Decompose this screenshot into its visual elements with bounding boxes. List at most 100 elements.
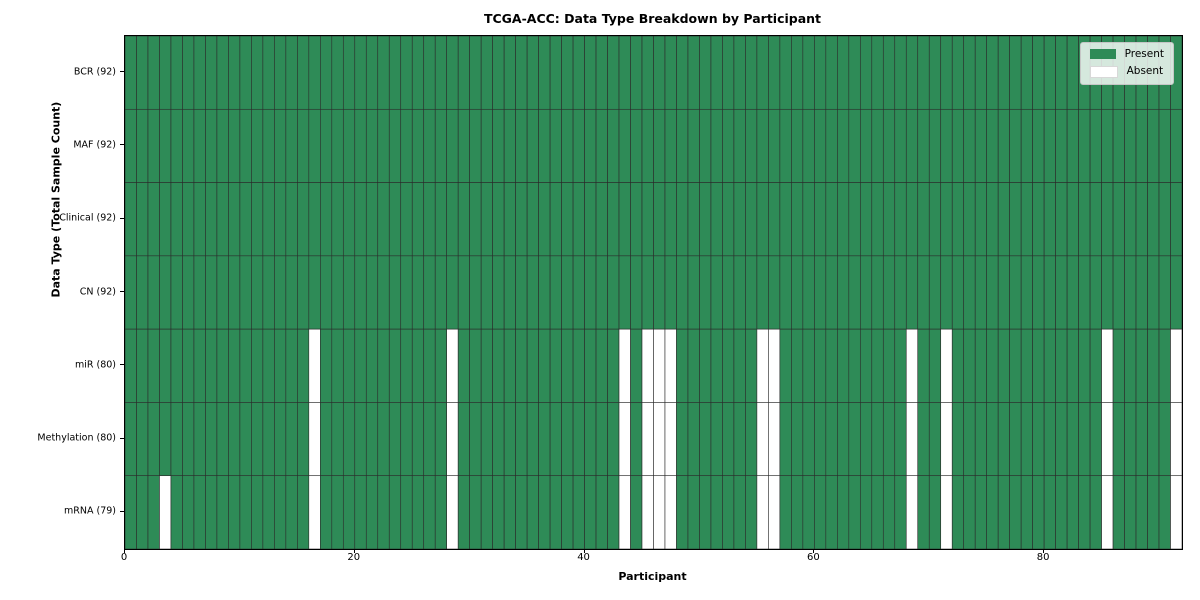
heatmap-cell-mRNA-76 <box>997 475 1010 549</box>
heatmap-cell-Methylation-69 <box>917 402 930 477</box>
heatmap-cell-CN-22 <box>377 255 390 330</box>
heatmap-cell-mRNA-50 <box>699 475 712 549</box>
heatmap-cell-CN-61 <box>825 255 838 330</box>
heatmap-cell-Clinical-49 <box>687 182 700 257</box>
heatmap-cell-CN-54 <box>745 255 758 330</box>
heatmap-cell-miR-34 <box>515 328 528 403</box>
heatmap-cell-miR-18 <box>331 328 344 403</box>
heatmap-cell-Methylation-29 <box>457 402 470 477</box>
heatmap-cell-Clinical-27 <box>434 182 447 257</box>
heatmap-cell-CN-21 <box>365 255 379 330</box>
heatmap-cell-Clinical-31 <box>480 182 493 257</box>
heatmap-cell-BCR-78 <box>1020 36 1033 110</box>
heatmap-cell-BCR-66 <box>882 36 896 110</box>
heatmap-cell-MAF-79 <box>1032 108 1045 183</box>
heatmap-cell-Methylation-28 <box>446 402 459 477</box>
heatmap-cell-Methylation-58 <box>791 402 804 477</box>
heatmap-cell-mRNA-91 <box>1170 475 1182 549</box>
heatmap-cell-mRNA-10 <box>239 475 252 549</box>
heatmap-cell-Clinical-1 <box>136 182 149 257</box>
heatmap-cell-miR-81 <box>1055 328 1068 403</box>
heatmap-cell-MAF-59 <box>802 108 815 183</box>
heatmap-cell-Methylation-31 <box>480 402 493 477</box>
heatmap-cell-Clinical-53 <box>733 182 746 257</box>
heatmap-cell-Clinical-38 <box>561 182 574 257</box>
heatmap-cell-Methylation-82 <box>1066 402 1079 477</box>
heatmap-cell-BCR-75 <box>986 36 999 110</box>
heatmap-cell-MAF-54 <box>745 108 758 183</box>
heatmap-cell-miR-62 <box>837 328 850 403</box>
heatmap-cell-BCR-30 <box>469 36 482 110</box>
heatmap-cell-Methylation-18 <box>331 402 344 477</box>
heatmap-cell-miR-65 <box>871 328 884 403</box>
xtick-mark-40 <box>583 549 585 553</box>
heatmap-cell-Clinical-33 <box>503 182 516 257</box>
heatmap-cell-Clinical-9 <box>228 182 241 257</box>
heatmap-cell-mRNA-44 <box>630 475 643 549</box>
heatmap-cell-BCR-44 <box>630 36 643 110</box>
heatmap-cell-MAF-11 <box>251 108 264 183</box>
heatmap-cell-CN-85 <box>1101 255 1114 330</box>
heatmap-cell-Clinical-40 <box>584 182 597 257</box>
heatmap-cell-miR-33 <box>503 328 516 403</box>
heatmap-cell-BCR-50 <box>699 36 712 110</box>
heatmap-cell-CN-84 <box>1089 255 1102 330</box>
heatmap-cell-Methylation-45 <box>641 402 654 477</box>
heatmap-cell-MAF-87 <box>1124 108 1137 183</box>
heatmap-cell-MAF-80 <box>1043 108 1056 183</box>
heatmap-cell-BCR-26 <box>423 36 436 110</box>
heatmap-cell-CN-28 <box>446 255 459 330</box>
heatmap-cell-miR-25 <box>411 328 425 403</box>
heatmap-cell-miR-50 <box>699 328 712 403</box>
heatmap-cell-BCR-82 <box>1066 36 1079 110</box>
heatmap-cell-MAF-61 <box>825 108 838 183</box>
heatmap-cell-MAF-1 <box>136 108 149 183</box>
heatmap-cell-Clinical-2 <box>147 182 160 257</box>
heatmap-cell-CN-4 <box>170 255 183 330</box>
heatmap-cell-CN-23 <box>388 255 402 330</box>
heatmap-cell-miR-10 <box>239 328 252 403</box>
heatmap-cell-CN-27 <box>434 255 447 330</box>
heatmap-cell-Clinical-79 <box>1032 182 1045 257</box>
heatmap-cell-Clinical-81 <box>1055 182 1068 257</box>
heatmap-cell-mRNA-20 <box>354 475 367 549</box>
heatmap-cell-MAF-6 <box>193 108 206 183</box>
legend: Present Absent <box>1079 42 1174 85</box>
heatmap-cell-Clinical-7 <box>205 182 218 257</box>
heatmap-cell-MAF-77 <box>1009 108 1022 183</box>
heatmap-cell-miR-73 <box>963 328 976 403</box>
heatmap-cell-MAF-9 <box>228 108 241 183</box>
heatmap-cell-Methylation-86 <box>1112 402 1125 477</box>
heatmap-cell-Clinical-56 <box>768 182 781 257</box>
heatmap-cell-MAF-36 <box>538 108 551 183</box>
heatmap-cell-CN-7 <box>205 255 218 330</box>
heatmap-cell-MAF-84 <box>1089 108 1102 183</box>
heatmap-cell-MAF-64 <box>859 108 873 183</box>
heatmap-cell-MAF-69 <box>917 108 930 183</box>
heatmap-cell-miR-47 <box>664 328 677 403</box>
heatmap-cell-miR-11 <box>251 328 264 403</box>
heatmap-cell-BCR-12 <box>262 36 275 110</box>
heatmap-cell-Methylation-51 <box>710 402 723 477</box>
ytick-label-Clinical: Clinical (92) <box>59 212 116 224</box>
heatmap-cell-Clinical-46 <box>653 182 666 257</box>
heatmap-cell-Clinical-37 <box>549 182 562 257</box>
heatmap-cell-MAF-8 <box>216 108 229 183</box>
y-axis-label: Data Type (Total Sample Count) <box>49 101 63 298</box>
heatmap-cell-mRNA-46 <box>653 475 666 549</box>
heatmap-cell-Methylation-37 <box>549 402 562 477</box>
ytick-label-BCR: BCR (92) <box>73 66 116 78</box>
heatmap-cell-miR-85 <box>1101 328 1114 403</box>
heatmap-cell-mRNA-14 <box>285 475 298 549</box>
heatmap-cell-BCR-63 <box>848 36 861 110</box>
ytick-label-CN: CN (92) <box>79 286 116 297</box>
heatmap-cell-Clinical-17 <box>320 182 333 257</box>
heatmap-cell-MAF-55 <box>756 108 769 183</box>
heatmap-cell-Clinical-63 <box>848 182 861 257</box>
heatmap-cell-Clinical-83 <box>1078 182 1091 257</box>
heatmap-cell-BCR-29 <box>457 36 470 110</box>
heatmap-cell-BCR-64 <box>859 36 873 110</box>
heatmap-cell-MAF-18 <box>331 108 344 183</box>
heatmap-cell-MAF-39 <box>572 108 585 183</box>
heatmap-cell-BCR-56 <box>768 36 781 110</box>
